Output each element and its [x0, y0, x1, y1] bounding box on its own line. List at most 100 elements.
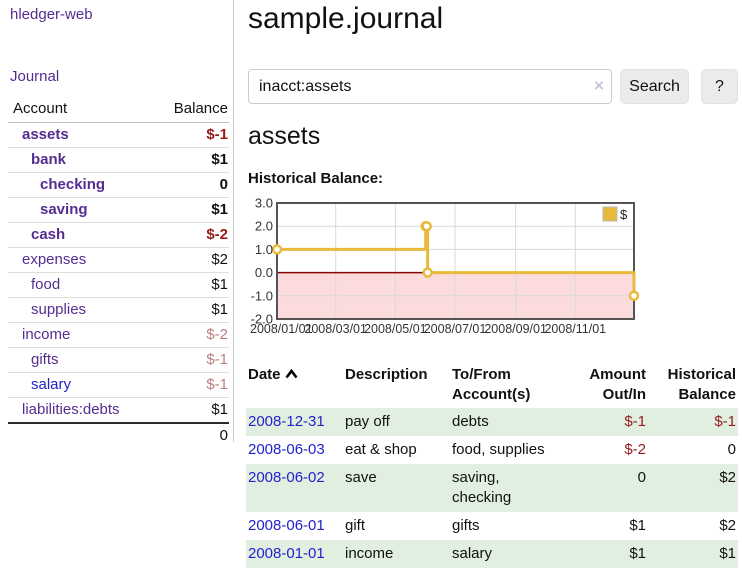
y-tick-label: 2.0 — [255, 219, 273, 234]
account-link-saving[interactable]: saving — [40, 201, 88, 218]
account-balance: $-1 — [151, 347, 229, 373]
account-row: salary $-1 — [8, 372, 229, 398]
register-accounts: gifts — [452, 517, 480, 534]
register-header-accounts: To/From Account(s) — [452, 366, 531, 403]
data-point — [271, 244, 283, 255]
register-description: save — [343, 464, 450, 512]
accounts-header-balance: Balance — [151, 96, 229, 123]
account-link-gifts[interactable]: gifts — [31, 351, 59, 368]
help-button[interactable]: ? — [701, 69, 738, 104]
account-link-cash[interactable]: cash — [31, 226, 66, 243]
account-row: expenses $2 — [8, 247, 229, 273]
register-header-amount: Amount Out/In — [589, 366, 646, 403]
x-tick-label: 2008/11/01 — [544, 322, 606, 336]
register-table: Date Description To/From Account(s) Amou… — [246, 362, 738, 568]
y-tick-label: 0.0 — [255, 265, 273, 280]
data-point — [628, 290, 640, 302]
x-tick-label: 2008/09/01 — [484, 322, 547, 336]
account-link-bank[interactable]: bank — [31, 151, 67, 168]
app-title-link[interactable]: hledger-web — [10, 6, 93, 23]
account-balance: $2 — [151, 247, 229, 273]
accounts-header-row: Account Balance — [8, 96, 229, 123]
data-point — [421, 220, 432, 232]
register-row: 2008-06-01 gift gifts $1 $2 — [246, 512, 738, 540]
register-header-date[interactable]: Date — [246, 362, 343, 408]
y-tick-label: 3.0 — [255, 196, 273, 211]
search-button[interactable]: Search — [620, 69, 689, 104]
search-input[interactable] — [248, 69, 612, 104]
account-row: checking 0 — [8, 172, 229, 198]
account-balance: $1 — [151, 272, 229, 298]
account-link-assets[interactable]: assets — [22, 126, 69, 143]
clear-search-icon[interactable]: × — [594, 76, 604, 95]
account-link-food[interactable]: food — [31, 276, 61, 293]
accounts-table: Account Balance assets $-1 bank $1 checking 0… — [8, 96, 229, 448]
data-point — [422, 267, 433, 278]
x-tick-label: 2008/07/01 — [424, 322, 487, 336]
account-balance: $-2 — [151, 222, 229, 248]
register-accounts: saving, checking — [450, 464, 558, 512]
register-description: income — [343, 540, 450, 568]
sidebar: hledger-web Journal Account Balance asse… — [0, 0, 234, 448]
accounts-body: assets $-1 bank $1 checking 0 saving $1 cash $-2 e… — [8, 123, 229, 423]
register-amount: $-2 — [624, 441, 646, 458]
balance-chart: $3.0 2.0 1.0 0.0 -1.0 -2.02008/01/012008/03/0… — [250, 196, 640, 336]
transaction-date-link[interactable]: 2008-06-02 — [248, 469, 325, 486]
chart-label: Historical Balance: — [248, 170, 384, 187]
transaction-date-link[interactable]: 2008-06-03 — [248, 441, 325, 458]
account-link-checking[interactable]: checking — [40, 176, 106, 193]
transaction-date-link[interactable]: 2008-01-01 — [248, 545, 325, 562]
legend-label: $ — [620, 207, 628, 222]
account-balance: $1 — [151, 147, 229, 173]
account-row: supplies $1 — [8, 297, 229, 323]
y-tick-label: -1.0 — [251, 288, 273, 303]
account-row: income $-2 — [8, 322, 229, 348]
account-link-liabilities-debts[interactable]: liabilities:debts — [22, 401, 120, 418]
register-description: gift — [345, 517, 366, 534]
register-balance: $1 — [648, 540, 738, 568]
register-amount: $1 — [629, 517, 646, 534]
account-link-income[interactable]: income — [22, 326, 71, 343]
register-balance: $-1 — [648, 408, 738, 436]
register-description: pay off — [343, 408, 450, 436]
transaction-date-link[interactable]: 2008-06-01 — [248, 517, 325, 534]
x-tick-label: 2008/05/01 — [364, 322, 427, 336]
accounts-total-spacer — [8, 422, 152, 448]
account-row: gifts $-1 — [8, 347, 229, 373]
page-title: sample.journal — [248, 2, 444, 35]
register-accounts: food, supplies — [452, 441, 545, 458]
account-balance: $1 — [151, 197, 229, 223]
account-row: food $1 — [8, 272, 229, 298]
y-tick-label: 1.0 — [255, 242, 273, 257]
register-header-description: Description — [345, 366, 428, 383]
account-link-expenses[interactable]: expenses — [22, 251, 87, 268]
account-balance: $-1 — [151, 372, 229, 398]
account-heading: assets — [248, 122, 321, 150]
accounts-header-account: Account — [8, 96, 152, 123]
sidebar-item-journal[interactable]: Journal — [10, 68, 60, 85]
transaction-date-link[interactable]: 2008-12-31 — [248, 413, 325, 430]
account-link-salary[interactable]: salary — [31, 376, 72, 393]
register-header-balance: Historical Balance — [667, 366, 736, 403]
account-row: assets $-1 — [8, 123, 229, 148]
register-row: 2008-01-01 income salary $1 $1 — [246, 540, 738, 568]
accounts-total-row: 0 — [8, 422, 229, 448]
register-balance: $2 — [719, 517, 736, 534]
register-body: 2008-12-31 pay off debts $-1 $-1 2008-06-03 ea… — [246, 408, 738, 568]
register-row: 2008-06-02 save saving, checking 0 $2 — [246, 464, 738, 512]
x-tick-label: 2008/01/01 — [250, 322, 313, 336]
account-row: saving $1 — [8, 197, 229, 223]
account-row: bank $1 — [8, 147, 229, 173]
account-balance: $1 — [151, 297, 229, 323]
account-row: liabilities:debts $1 — [8, 397, 229, 423]
register-balance: $2 — [648, 464, 738, 512]
register-description: eat & shop — [345, 441, 417, 458]
account-balance: $-1 — [206, 126, 228, 143]
register-accounts: salary — [450, 540, 558, 568]
register-row: 2008-12-31 pay off debts $-1 $-1 — [246, 408, 738, 436]
register-amount: 0 — [558, 464, 648, 512]
x-tick-label: 2008/03/01 — [304, 322, 367, 336]
account-link-supplies[interactable]: supplies — [31, 301, 87, 318]
register-row: 2008-06-03 eat & shop food, supplies $-2 0 — [246, 436, 738, 464]
